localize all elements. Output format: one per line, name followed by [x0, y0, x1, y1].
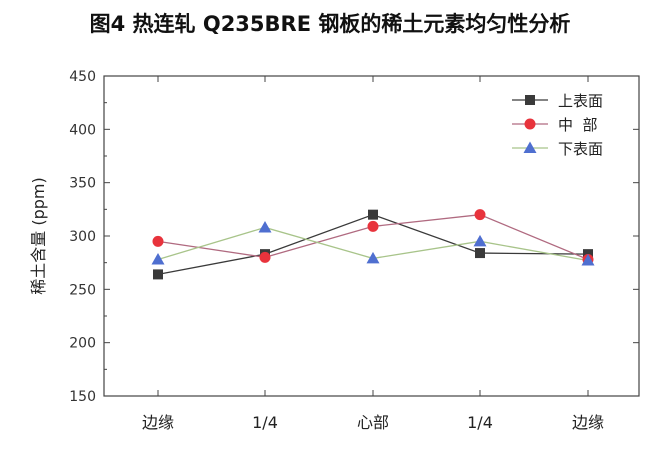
legend-label: 中 部 — [558, 116, 598, 134]
data-point-series-2 — [474, 209, 486, 221]
legend-label: 下表面 — [558, 140, 603, 158]
x-category-label: 边缘 — [572, 413, 604, 432]
y-tick-label: 250 — [69, 282, 96, 298]
chart-title: 图4 热连轧 Q235BRE 钢板的稀土元素均匀性分析 — [89, 12, 571, 36]
y-tick-label: 350 — [69, 176, 96, 192]
data-point-series-1 — [475, 248, 485, 259]
data-point-series-3 — [473, 234, 487, 247]
x-category-label: 1/4 — [252, 413, 278, 432]
data-point-series-1 — [153, 269, 163, 280]
data-point-series-2 — [152, 235, 164, 247]
data-point-series-1 — [368, 209, 378, 220]
data-point-series-3 — [258, 220, 272, 233]
y-tick-label: 200 — [69, 336, 96, 352]
x-category-label: 心部 — [357, 413, 389, 432]
y-axis: 150 200 250 300 350 400 450 — [69, 69, 639, 405]
legend-marker — [523, 141, 537, 153]
x-category-label: 边缘 — [142, 413, 174, 432]
series-markers — [151, 209, 595, 280]
y-tick-label: 400 — [69, 122, 96, 138]
legend-marker — [524, 118, 536, 130]
y-tick-label: 300 — [69, 229, 96, 245]
data-point-series-2 — [367, 220, 379, 232]
data-point-series-3 — [581, 254, 595, 266]
data-point-series-2 — [259, 251, 271, 263]
data-point-series-3 — [151, 252, 165, 265]
legend-marker — [525, 95, 535, 105]
y-tick-label: 450 — [69, 69, 96, 85]
legend-label: 上表面 — [558, 92, 603, 110]
x-category-label: 1/4 — [467, 413, 493, 432]
data-point-series-3 — [366, 251, 380, 264]
y-tick-label: 150 — [69, 389, 96, 405]
y-axis-title: 稀土含量 (ppm) — [29, 177, 48, 294]
x-axis: 边缘 1/4 心部 1/4 边缘 — [142, 76, 604, 432]
